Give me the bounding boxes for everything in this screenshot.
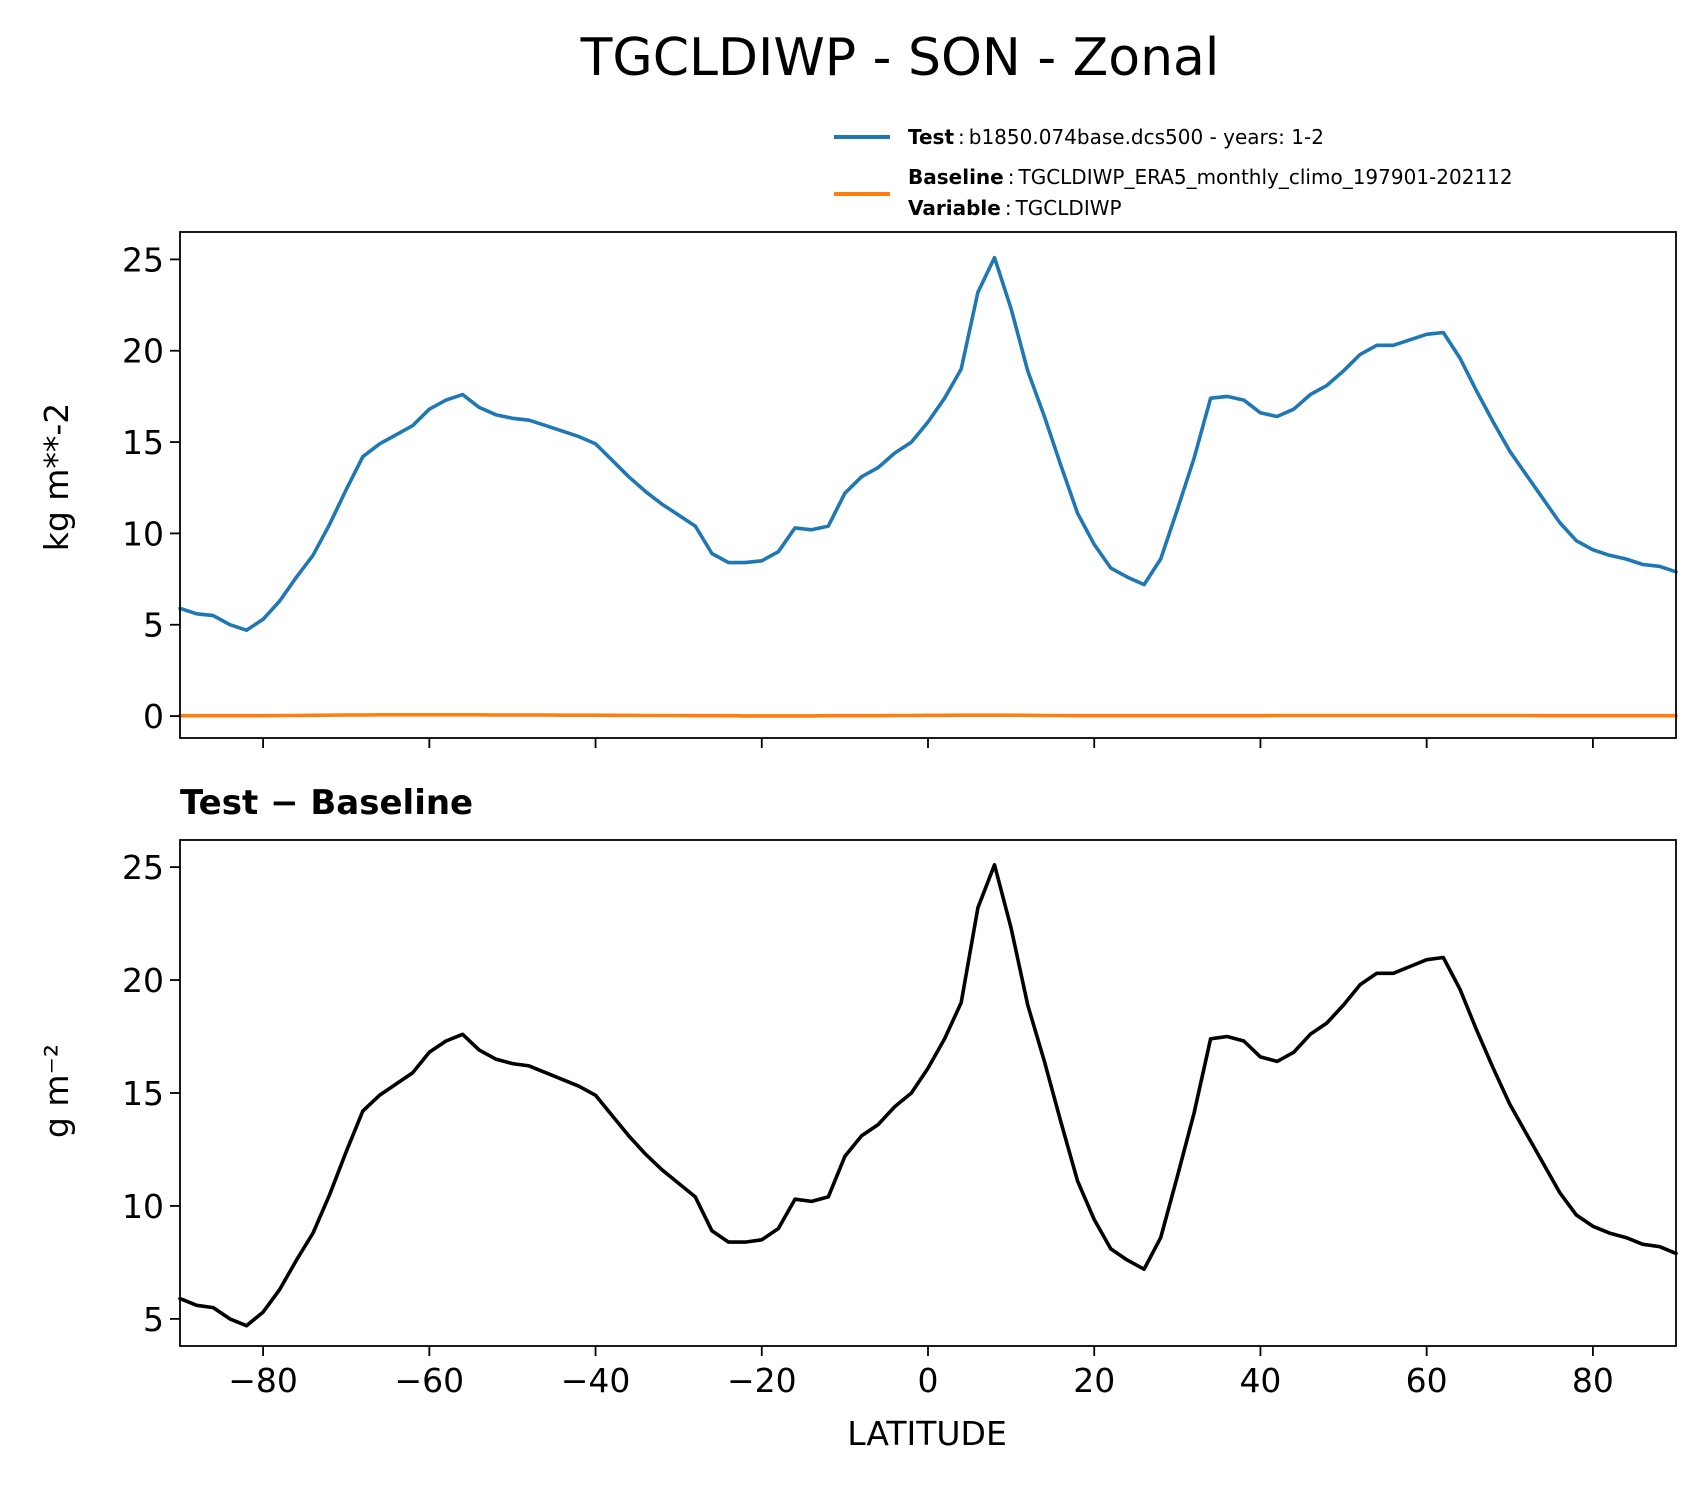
bottom-series-line-difference xyxy=(178,862,1678,1328)
legend-baseline-key: Baseline xyxy=(908,165,1004,189)
legend-separator: : xyxy=(1005,196,1012,220)
difference-panel-title: Test − Baseline xyxy=(180,783,473,823)
legend-test-key: Test xyxy=(908,125,954,149)
bottom-xtick-label: −20 xyxy=(727,1361,797,1400)
legend-test-entry: Test: b1850.074base.dcs500 - years: 1-2 xyxy=(908,125,1324,149)
bottom-xlabel: LATITUDE xyxy=(847,1414,1007,1453)
top-ytick-label: 15 xyxy=(122,423,164,462)
bottom-xtick-label: 40 xyxy=(1239,1361,1281,1400)
top-panel: 0 5 10 15 20 25 xyxy=(122,231,1678,748)
bottom-ylabel: g m⁻² xyxy=(37,1044,76,1138)
bottom-ytick-label: 25 xyxy=(122,848,164,887)
legend-baseline-entry: Baseline: TGCLDIWP_ERA5_monthly_climo_197… xyxy=(908,165,1513,189)
figure-title: TGCLDIWP - SON - Zonal xyxy=(580,28,1220,88)
bottom-xtick-label: −60 xyxy=(395,1361,465,1400)
bottom-xtick-label: −80 xyxy=(228,1361,298,1400)
bottom-ytick-label: 15 xyxy=(122,1074,164,1113)
bottom-ytick-label: 5 xyxy=(143,1300,164,1339)
bottom-xtick-label: 80 xyxy=(1572,1361,1614,1400)
legend-variable-text: TGCLDIWP xyxy=(1015,196,1122,220)
bottom-ytick-label: 10 xyxy=(122,1187,164,1226)
top-ylabel: kg m**-2 xyxy=(37,403,76,552)
bottom-xtick-label: 60 xyxy=(1406,1361,1448,1400)
bottom-panel: 5 10 15 20 25 −80 −60 −40 −20 0 20 40 60 80 xyxy=(122,839,1678,1400)
bottom-xtick-label: 0 xyxy=(918,1361,939,1400)
legend-variable-entry: Variable: TGCLDIWP xyxy=(908,196,1122,220)
top-ytick-label: 10 xyxy=(122,514,164,553)
top-series-line-baseline xyxy=(178,712,1678,718)
legend-baseline-text: TGCLDIWP_ERA5_monthly_climo_197901-20211… xyxy=(1017,165,1512,189)
bottom-xtick-label: −40 xyxy=(561,1361,631,1400)
top-ytick-label: 0 xyxy=(143,697,164,736)
legend-separator: : xyxy=(958,125,965,149)
legend-separator: : xyxy=(1008,165,1015,189)
legend-test-text: b1850.074base.dcs500 - years: 1-2 xyxy=(969,125,1324,149)
top-ytick-label: 5 xyxy=(143,606,164,645)
bottom-ytick-label: 20 xyxy=(122,961,164,1000)
bottom-xtick-label: 20 xyxy=(1073,1361,1115,1400)
top-series-line-test xyxy=(178,255,1678,633)
legend-variable-key: Variable xyxy=(908,196,1001,220)
top-ytick-label: 25 xyxy=(122,240,164,279)
legend: Test: b1850.074base.dcs500 - years: 1-2 B… xyxy=(834,125,1513,220)
top-ytick-label: 20 xyxy=(122,332,164,371)
